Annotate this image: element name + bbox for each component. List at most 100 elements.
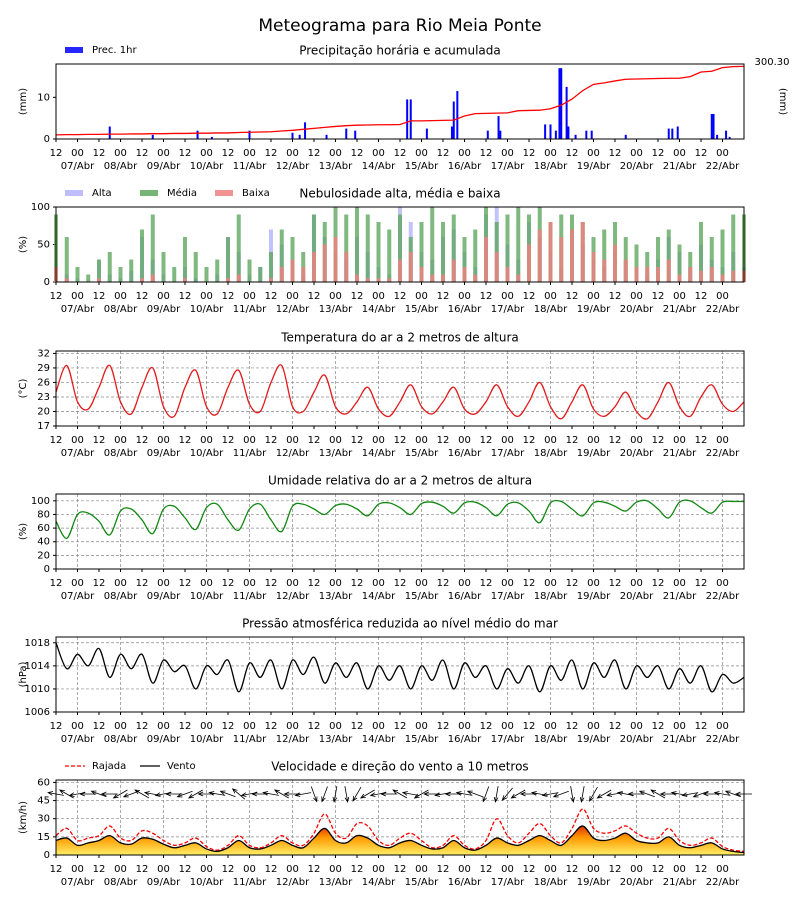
y-tick-label: 29 <box>37 363 50 374</box>
bar <box>248 130 251 139</box>
date-label: 14/Abr <box>362 304 396 315</box>
x-tick-label: 00 <box>544 864 557 875</box>
y-tick-label: 0 <box>44 277 50 288</box>
arrow-shape <box>596 789 612 799</box>
wind-arrow <box>493 786 499 803</box>
wind-arrow <box>231 788 246 800</box>
x-tick-label: 00 <box>157 578 170 589</box>
date-label: 16/Abr <box>448 304 482 315</box>
date-label: 21/Abr <box>663 734 697 745</box>
x-tick-label: 12 <box>136 435 149 446</box>
y-axis-label: (km/h) <box>18 801 29 834</box>
wind-arrow <box>413 789 429 799</box>
y-tick-label: 26 <box>37 377 50 388</box>
legend-label: Baixa <box>242 188 270 199</box>
x-tick-label: 12 <box>50 291 63 302</box>
x-tick-label: 00 <box>372 578 385 589</box>
bar <box>505 214 510 282</box>
arrow-shape <box>493 786 499 803</box>
bar <box>304 122 307 139</box>
date-label: 22/Abr <box>706 877 740 888</box>
wind-arrow <box>100 791 118 797</box>
x-tick-label: 00 <box>587 435 600 446</box>
y2-axis-label: (mm) <box>777 88 788 115</box>
page-title: Meteograma para Rio Meia Ponte <box>258 16 541 36</box>
date-label: 21/Abr <box>663 877 697 888</box>
bar <box>419 222 424 282</box>
x-tick-label: 12 <box>652 864 665 875</box>
bar <box>456 91 459 139</box>
arrow-shape <box>482 786 490 803</box>
bar <box>151 134 154 139</box>
bar <box>290 259 295 282</box>
plot-frame <box>55 493 745 570</box>
x-tick-label: 00 <box>286 435 299 446</box>
x-tick-label: 00 <box>372 864 385 875</box>
date-label: 09/Abr <box>147 734 181 745</box>
bar <box>731 214 736 282</box>
x-tick-label: 12 <box>265 721 278 732</box>
bar <box>344 252 349 282</box>
x-tick-label: 00 <box>329 864 342 875</box>
bar <box>215 259 220 282</box>
x-tick-label: 00 <box>243 578 256 589</box>
bar <box>236 214 241 282</box>
x-tick-label: 12 <box>308 864 321 875</box>
x-tick-label: 12 <box>480 864 493 875</box>
x-tick-label: 12 <box>136 148 149 159</box>
date-label: 20/Abr <box>620 161 654 172</box>
x-tick-label: 12 <box>566 864 579 875</box>
x-tick-label: 12 <box>308 721 321 732</box>
end-label: 300.30 <box>755 57 790 68</box>
arrow-shape <box>713 791 731 796</box>
bar <box>634 244 639 282</box>
bar <box>210 136 213 139</box>
bar <box>387 229 392 282</box>
x-tick-label: 12 <box>523 291 536 302</box>
bar <box>585 130 588 139</box>
date-label: 13/Abr <box>319 734 353 745</box>
x-tick-label: 00 <box>501 864 514 875</box>
x-tick-label: 12 <box>566 435 579 446</box>
wind-arrow <box>650 789 666 799</box>
date-label: 10/Abr <box>190 161 224 172</box>
bar <box>580 222 585 282</box>
x-tick-label: 12 <box>222 721 235 732</box>
x-tick-label: 00 <box>71 578 84 589</box>
date-label: 18/Abr <box>534 161 568 172</box>
x-tick-label: 12 <box>50 721 63 732</box>
date-label: 19/Abr <box>577 591 611 602</box>
x-tick-label: 00 <box>415 721 428 732</box>
x-tick-label: 00 <box>329 578 342 589</box>
x-tick-label: 00 <box>200 578 213 589</box>
bar <box>731 270 736 282</box>
bar <box>247 259 252 282</box>
bar <box>560 68 563 139</box>
wind-arrow <box>692 790 709 798</box>
date-label: 10/Abr <box>190 304 224 315</box>
bar <box>75 267 80 282</box>
x-tick-label: 00 <box>114 721 127 732</box>
series-line <box>55 364 745 420</box>
bar <box>516 207 521 282</box>
date-label: 07/Abr <box>61 591 95 602</box>
bar <box>666 229 671 282</box>
bar <box>725 130 728 139</box>
arrow-shape <box>294 792 312 797</box>
x-tick-label: 00 <box>372 148 385 159</box>
date-label: 22/Abr <box>706 448 740 459</box>
x-tick-label: 00 <box>286 148 299 159</box>
date-label: 08/Abr <box>104 734 138 745</box>
date-label: 20/Abr <box>620 304 654 315</box>
bar <box>666 259 671 282</box>
wind-arrow <box>380 791 398 797</box>
x-tick-label: 00 <box>501 721 514 732</box>
date-label: 21/Abr <box>663 448 697 459</box>
y-tick-label: 0 <box>44 564 50 575</box>
date-label: 13/Abr <box>319 448 353 459</box>
y-tick-label: 40 <box>37 537 50 548</box>
x-tick-label: 12 <box>523 435 536 446</box>
date-label: 11/Abr <box>233 734 267 745</box>
x-tick-label: 00 <box>329 148 342 159</box>
x-tick-label: 00 <box>673 435 686 446</box>
